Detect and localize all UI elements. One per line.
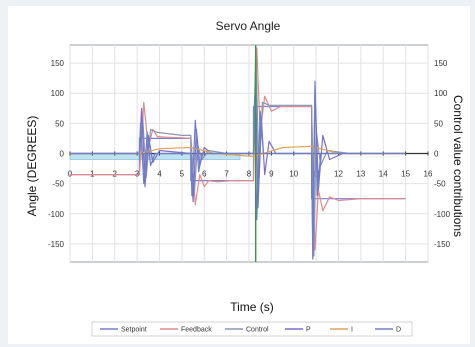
x-tick-label: 15 xyxy=(401,170,410,179)
legend-label-control: Control xyxy=(246,327,269,334)
legend-label-setpoint: Setpoint xyxy=(121,327,147,334)
x-tick-label: 10 xyxy=(289,170,298,179)
plot-area: 150 100 50 0 -50 -100 -150 150 100 50 0 -50 -100 -150… xyxy=(48,44,451,263)
y2-tick-label: -50 xyxy=(434,180,446,189)
legend-label-feedback: Feedback xyxy=(181,327,212,334)
x-tick-label: 5 xyxy=(180,170,185,179)
chart-title: Servo Angle xyxy=(216,19,281,33)
y-tick-label: 50 xyxy=(55,119,64,128)
y-tick-label: 150 xyxy=(51,59,65,68)
x-tick-label: 4 xyxy=(157,170,162,179)
x-axis-title: Time (s) xyxy=(230,300,274,314)
y-tick-label: 100 xyxy=(51,89,65,98)
series-line-feedback xyxy=(70,47,406,251)
y2-tick-label: -100 xyxy=(434,210,451,219)
x-tick-label: 13 xyxy=(356,170,365,179)
y2-tick-label: 0 xyxy=(434,150,439,159)
x-tick-label: 9 xyxy=(269,170,274,179)
y-tick-label: -150 xyxy=(48,240,65,249)
y2-axis-title: Control value contributions xyxy=(451,95,465,237)
y2-tick-label: -150 xyxy=(434,240,451,249)
legend-label-d: D xyxy=(396,327,401,334)
x-tick-label: 8 xyxy=(247,170,252,179)
legend-label-p: P xyxy=(306,327,311,334)
series-line-setpoint xyxy=(70,105,406,200)
x-tick-label: 6 xyxy=(202,170,207,179)
series-line-d xyxy=(70,80,406,245)
x-tick-label: 16 xyxy=(424,170,433,179)
x-tick-label: 14 xyxy=(379,170,388,179)
legend-label-i: I xyxy=(351,327,353,334)
y2-tick-label: 150 xyxy=(434,59,448,68)
x-tick-label: 12 xyxy=(334,170,343,179)
legend: Setpoint Feedback Control P I D xyxy=(91,321,413,337)
y-tick-label: -100 xyxy=(48,210,65,219)
legend-box xyxy=(91,321,413,337)
y2-tick-label: 50 xyxy=(434,119,443,128)
y-tick-label: 0 xyxy=(60,150,65,159)
y2-tick-label: 100 xyxy=(434,89,448,98)
y-axis-title: Angle (DEGREES) xyxy=(25,116,39,217)
y-tick-label: -50 xyxy=(52,180,64,189)
x-tick-label: 7 xyxy=(224,170,229,179)
